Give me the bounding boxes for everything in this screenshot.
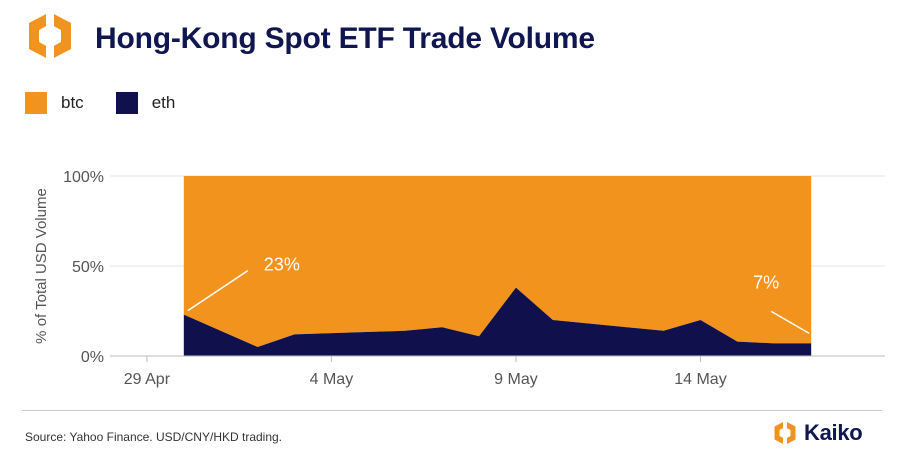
chart-title: Hong-Kong Spot ETF Trade Volume [95,22,595,55]
legend-item-btc: btc [25,92,84,114]
legend-swatch-btc [25,92,47,114]
annotation-leader-line [770,310,810,335]
x-tick-label: 4 May [310,371,354,388]
x-tick-label: 29 Apr [124,371,171,388]
legend-swatch-eth [115,92,138,114]
x-tick-label: 14 May [674,371,726,388]
annotation-label: 23% [264,255,300,275]
footer-divider [22,410,882,411]
annotation-label: 7% [753,272,779,292]
area-chart: 0% 50% 100% 29 Apr 4 May 9 May 14 May % of Tota… [33,169,885,388]
brand-name: Kaiko [804,420,863,445]
annotation-leader-line [187,269,249,312]
area-series-eth [183,287,812,356]
source-note: Source: Yahoo Finance. USD/CNY/HKD tradi… [25,430,283,444]
y-axis-label: % of Total USD Volume [33,188,50,344]
legend-label-btc: btc [61,93,84,112]
brand: Kaiko [772,420,863,446]
x-tick-label: 9 May [494,371,538,388]
legend-item-eth: eth [115,92,176,114]
y-tick-label: 0% [81,349,104,366]
legend-label-eth: eth [151,93,176,112]
y-tick-label: 100% [63,169,104,186]
area-series-btc [183,176,812,347]
kaiko-brand-icon [774,420,796,446]
y-tick-label: 50% [72,259,104,276]
kaiko-logo-icon [29,10,71,62]
legend: btc eth [25,92,207,114]
